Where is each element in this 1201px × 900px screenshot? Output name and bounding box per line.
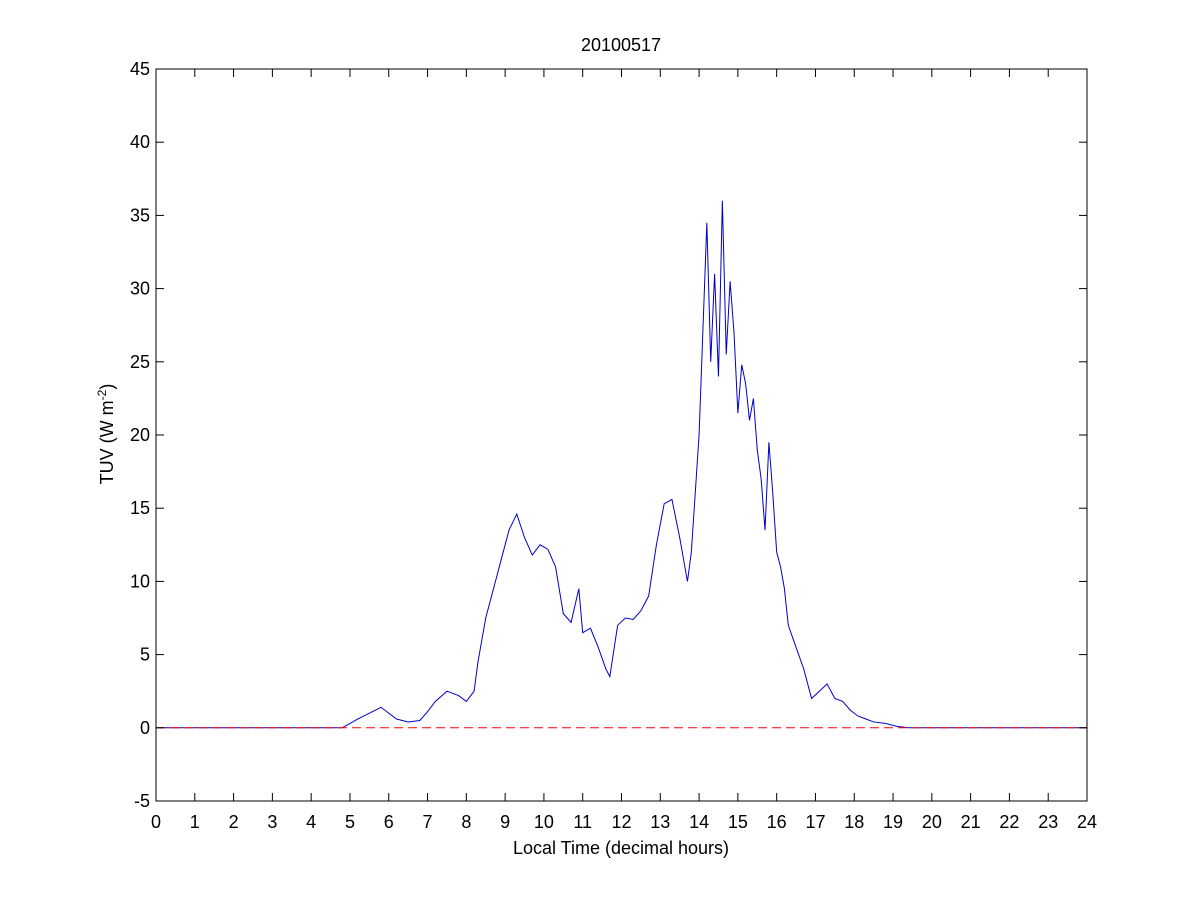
- y-tick-label: 10: [130, 571, 150, 591]
- y-tick-label: 15: [130, 498, 150, 518]
- y-tick-label: 30: [130, 279, 150, 299]
- x-tick-label: 10: [534, 812, 554, 832]
- y-axis-label-main: TUV (W m: [97, 400, 117, 484]
- x-tick-label: 17: [805, 812, 825, 832]
- x-tick-label: 21: [961, 812, 981, 832]
- x-tick-label: 8: [461, 812, 471, 832]
- x-axis: 0 1 2 3 4 5 6 7 8 9 10 11 12 13 14 15 16 17 18 19 20 21 22 23 24: [151, 69, 1097, 832]
- x-tick-label: 2: [229, 812, 239, 832]
- y-tick-label: 0: [140, 718, 150, 738]
- x-tick-label: 13: [650, 812, 670, 832]
- y-axis-label-superscript: -2: [95, 389, 109, 400]
- x-tick-label: 5: [345, 812, 355, 832]
- y-tick-label: -5: [134, 791, 150, 811]
- x-tick-label: 14: [689, 812, 709, 832]
- y-tick-label: 45: [130, 59, 150, 79]
- x-tick-label: 23: [1038, 812, 1058, 832]
- x-tick-label: 16: [767, 812, 787, 832]
- y-axis-label-close: ): [97, 384, 117, 390]
- y-axis-label: TUV (W m-2): [95, 384, 117, 485]
- x-tick-label: 3: [267, 812, 277, 832]
- y-tick-label: 25: [130, 352, 150, 372]
- y-axis: -5 0 5 10 15 20 25 30 35 40 45: [130, 59, 1087, 811]
- x-tick-label: 9: [500, 812, 510, 832]
- x-tick-label: 19: [883, 812, 903, 832]
- series-group: [156, 200, 1087, 729]
- y-tick-label: 35: [130, 205, 150, 225]
- x-tick-label: 7: [423, 812, 433, 832]
- plot-frame: [155, 68, 1088, 802]
- x-tick-label: 11: [573, 812, 592, 832]
- x-tick-label: 20: [922, 812, 942, 832]
- x-tick-label: 15: [728, 812, 748, 832]
- x-tick-label: 12: [611, 812, 631, 832]
- chart-title: 20100517: [581, 35, 661, 55]
- x-tick-label: 24: [1077, 812, 1097, 832]
- series-line-tuv: [156, 200, 1087, 729]
- y-tick-label: 20: [130, 425, 150, 445]
- x-tick-label: 1: [190, 812, 200, 832]
- x-tick-label: 4: [306, 812, 316, 832]
- y-tick-label: 5: [140, 645, 150, 665]
- x-tick-label: 22: [999, 812, 1019, 832]
- x-tick-label: 6: [384, 812, 394, 832]
- x-tick-label: 0: [151, 812, 161, 832]
- x-tick-label: 18: [844, 812, 864, 832]
- y-tick-label: 40: [130, 132, 150, 152]
- x-axis-label: Local Time (decimal hours): [513, 838, 729, 858]
